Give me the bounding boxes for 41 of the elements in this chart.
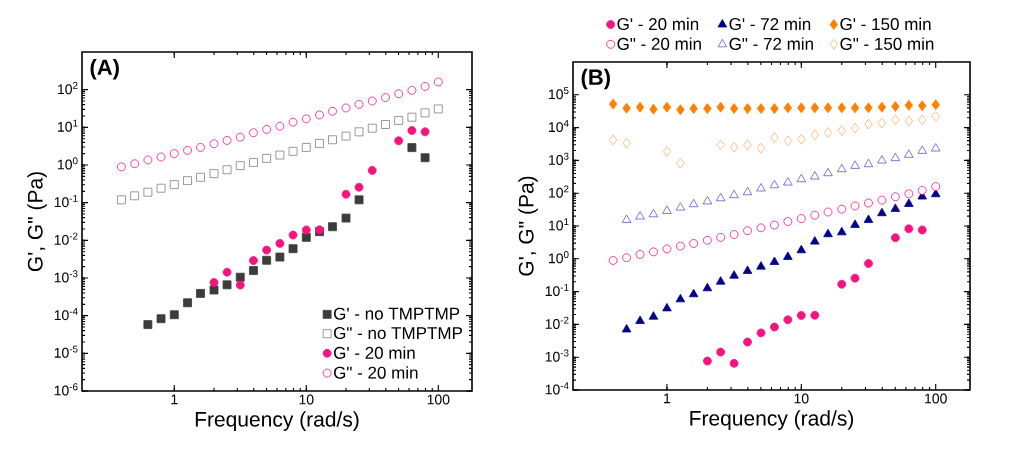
- x-tick-label: 10: [299, 394, 314, 405]
- y-tick-label: 10$^{2}$: [58, 81, 78, 95]
- y-tick-label: 10$^{-2}$: [545, 316, 569, 329]
- x-axis-title: Frequency (rad/s): [690, 410, 854, 430]
- y-tick-label: 10$^{0}$: [549, 251, 569, 264]
- y-tick-label: 10$^{0}$: [58, 157, 78, 170]
- y-tick-label: 10$^{-5}$: [54, 345, 78, 358]
- x-tick-label: 1: [171, 394, 178, 405]
- y-tick-label: 10$^{-1}$: [54, 195, 78, 208]
- x-tick-label: 100: [427, 394, 450, 405]
- legend-label: G" - 20 min: [617, 37, 701, 50]
- legend-label: G' - 20 min: [334, 346, 415, 359]
- y-tick-label: 10$^{5}$: [549, 87, 569, 100]
- y-tick-label: 10$^{1}$: [58, 119, 78, 132]
- y-tick-label: 10$^{3}$: [549, 152, 569, 165]
- chart-title: (B): [581, 68, 610, 90]
- y-tick-label: 10$^{-2}$: [54, 232, 78, 245]
- legend-label: G' - 150 min: [840, 17, 931, 31]
- x-tick-label: 10: [794, 393, 809, 404]
- y-tick-label: 10$^{-4}$: [545, 382, 569, 395]
- x-tick-label: 100: [925, 393, 947, 404]
- y-tick-label: 10$^{1}$: [549, 218, 569, 231]
- x-axis-title: Frequency (rad/s): [195, 411, 359, 431]
- y-tick-label: 10$^{-4}$: [54, 308, 78, 321]
- y-tick-label: 10$^{-6}$: [54, 383, 78, 396]
- y-tick-label: 10$^{-3}$: [545, 349, 569, 362]
- y-axis-title: G', G" (Pa): [27, 172, 47, 272]
- y-tick-label: 10$^{4}$: [549, 119, 569, 133]
- legend-label: G' - no TMPTMP: [334, 307, 460, 320]
- y-tick-label: 10$^{-1}$: [545, 283, 569, 297]
- x-tick-label: 1: [664, 393, 671, 404]
- y-tick-label: 10$^{-3}$: [54, 270, 78, 283]
- legend-label: G" - 72 min: [729, 37, 813, 50]
- legend-label: G" - 20 min: [334, 366, 418, 379]
- legend-label: G' - 72 min: [729, 17, 811, 31]
- legend-label: G" - 150 min: [840, 37, 934, 50]
- chart-title: (A): [90, 58, 119, 80]
- legend-label: G' - 20 min: [617, 17, 699, 31]
- y-tick-label: 10$^{2}$: [549, 185, 569, 198]
- y-axis-title: G', G" (Pa): [518, 176, 538, 276]
- legend-label: G" - no TMPTMP: [334, 327, 462, 340]
